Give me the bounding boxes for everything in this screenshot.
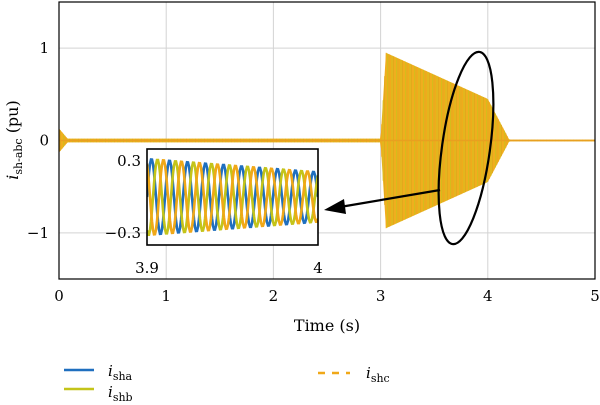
- inset-tick-labels: 0.3 −0.3 3.9 4: [105, 152, 323, 277]
- inset-frame: [146, 148, 319, 246]
- y-axis-label: ish-abc (pu): [3, 100, 25, 179]
- inset-x-tick-1: 4: [313, 259, 323, 277]
- signal-envelope: [59, 52, 595, 229]
- legend-label-sha: i: [108, 362, 113, 380]
- svg-text:ishc: ishc: [366, 364, 390, 385]
- inset-y-tick-0: 0.3: [117, 152, 141, 170]
- x-tick-labels: 0 1 2 3 4 5: [54, 287, 600, 305]
- svg-text:ishb: ishb: [108, 383, 133, 404]
- zoom-arrow-head: [324, 199, 346, 214]
- zoom-ellipse: [437, 50, 495, 246]
- legend-entry-sha: isha: [64, 362, 133, 383]
- inset-wave-shc: [147, 158, 318, 236]
- y-tick-1: 0: [39, 132, 49, 150]
- x-tick-0: 0: [54, 287, 64, 305]
- legend-entry-shb: ishb: [64, 383, 133, 404]
- x-tick-2: 2: [269, 287, 279, 305]
- y-tick-0: 1: [39, 39, 49, 57]
- legend-sub-sha: sha: [113, 370, 133, 383]
- x-tick-5: 5: [590, 287, 600, 305]
- legend: isha ishb ishc: [64, 362, 390, 404]
- x-tick-3: 3: [376, 287, 386, 305]
- legend-label-shc: i: [366, 364, 371, 382]
- y-tick-labels: 1 0 −1: [27, 39, 49, 242]
- legend-label-shb: i: [108, 383, 113, 401]
- legend-sub-shc: shc: [371, 372, 390, 385]
- zoom-arrow: [339, 188, 441, 209]
- inset-waveforms: [147, 158, 318, 236]
- plot-frame: [58, 1, 596, 280]
- inset-y-tick-1: −0.3: [105, 224, 141, 242]
- legend-entry-shc: ishc: [318, 364, 390, 385]
- x-axis-label: Time (s): [294, 316, 360, 335]
- svg-text:isha: isha: [108, 362, 133, 383]
- legend-sub-shb: shb: [113, 391, 133, 404]
- x-tick-4: 4: [483, 287, 493, 305]
- x-tick-1: 1: [161, 287, 171, 305]
- y-tick-2: −1: [27, 224, 49, 242]
- inset-x-tick-0: 3.9: [135, 259, 159, 277]
